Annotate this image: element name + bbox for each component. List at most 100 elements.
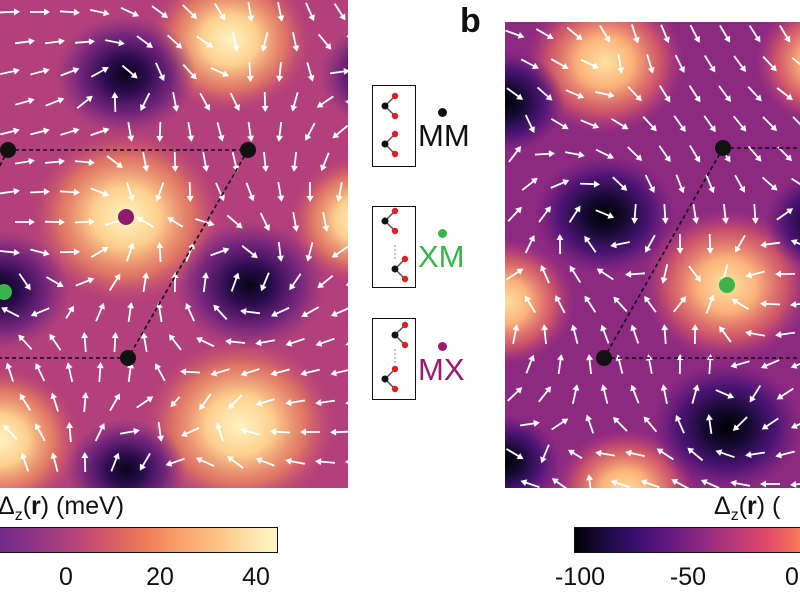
field-arrow xyxy=(661,203,669,224)
field-arrow xyxy=(240,368,260,377)
field-arrow xyxy=(136,396,154,409)
field-arrow xyxy=(277,181,285,202)
field-arrow xyxy=(30,307,50,317)
field-arrow xyxy=(760,241,781,248)
field-arrow xyxy=(551,418,569,431)
field-arrow xyxy=(81,332,89,353)
field-arrow xyxy=(792,116,800,126)
field-arrow xyxy=(155,182,165,202)
field-arrow xyxy=(703,55,716,73)
dark-region xyxy=(0,230,70,350)
field-arrow xyxy=(791,57,800,66)
field-arrow xyxy=(315,458,336,466)
unit-cell-edge xyxy=(603,147,724,359)
colorbar-a-label: Δz(r) (meV) xyxy=(0,492,125,524)
field-arrow xyxy=(317,275,334,289)
field-arrow xyxy=(585,414,595,434)
field-arrow xyxy=(600,384,609,404)
field-arrow xyxy=(333,3,346,21)
field-arrow xyxy=(95,302,105,322)
field-arrow xyxy=(216,122,225,142)
field-arrow xyxy=(81,392,89,413)
field-arrow xyxy=(660,24,670,44)
field-arrow xyxy=(658,145,671,163)
field-arrow xyxy=(625,270,646,278)
field-arrow xyxy=(676,233,684,254)
field-arrow xyxy=(790,300,800,308)
field-arrow xyxy=(627,86,642,102)
field-arrow xyxy=(155,62,165,82)
dark-region xyxy=(56,15,196,135)
field-arrow xyxy=(330,428,348,436)
field-arrow xyxy=(671,479,690,488)
field-arrow xyxy=(202,151,210,172)
field-arrow xyxy=(645,234,656,253)
field-arrow xyxy=(512,324,520,344)
field-arrow xyxy=(127,121,135,142)
field-arrow xyxy=(761,417,779,430)
field-arrow xyxy=(660,384,668,404)
field-arrow xyxy=(50,452,59,472)
xm-stacking-icon xyxy=(381,207,409,283)
dark-region xyxy=(320,31,348,119)
field-arrow xyxy=(762,56,777,72)
field-arrow xyxy=(535,28,554,40)
field-arrow xyxy=(59,188,80,196)
field-arrow xyxy=(260,272,270,292)
field-arrow xyxy=(14,38,35,45)
hot-region xyxy=(525,22,685,134)
field-arrow xyxy=(111,92,119,113)
field-arrow xyxy=(180,427,200,437)
field-arrow xyxy=(44,38,65,45)
field-arrow xyxy=(202,272,209,293)
field-arrow xyxy=(345,460,348,464)
field-arrow xyxy=(142,152,150,172)
field-arrow xyxy=(617,53,625,74)
dark-region xyxy=(505,51,565,153)
field-arrow xyxy=(730,360,750,369)
field-arrow xyxy=(292,211,300,232)
field-arrow xyxy=(519,419,540,427)
field-arrow xyxy=(627,146,643,161)
field-arrow xyxy=(612,416,628,432)
field-arrow xyxy=(538,205,551,223)
mm-site-marker xyxy=(120,350,136,366)
field-arrow xyxy=(155,302,163,323)
field-arrow xyxy=(508,146,522,163)
legend-mm-dot xyxy=(438,108,447,117)
field-arrow xyxy=(139,452,151,471)
field-arrow xyxy=(705,174,715,194)
field-arrow xyxy=(240,427,260,436)
field-arrow xyxy=(565,89,585,99)
colorbar-a-unit: (meV) xyxy=(56,492,125,520)
xm-site-marker xyxy=(719,277,735,293)
field-arrow xyxy=(285,399,306,407)
field-arrow xyxy=(247,1,255,22)
field-arrow xyxy=(745,451,766,459)
field-arrow xyxy=(644,174,655,194)
field-arrow xyxy=(660,264,669,284)
field-arrow xyxy=(45,276,64,288)
field-arrow xyxy=(215,422,225,442)
field-arrow xyxy=(747,145,762,162)
mm-site-marker xyxy=(240,142,256,158)
field-arrow xyxy=(240,308,261,315)
field-arrow xyxy=(345,99,348,104)
mm-site-marker xyxy=(0,142,16,158)
field-arrow xyxy=(599,24,611,43)
field-arrow xyxy=(259,212,270,232)
field-arrow xyxy=(719,24,731,43)
field-arrow xyxy=(45,97,65,107)
mx-site-marker xyxy=(118,209,134,225)
field-arrow xyxy=(595,449,616,457)
field-arrow xyxy=(30,67,50,76)
field-arrow xyxy=(0,67,20,75)
field-arrow xyxy=(106,155,123,169)
field-arrow xyxy=(246,61,254,82)
field-arrow xyxy=(20,452,30,472)
field-arrow xyxy=(688,85,701,103)
field-arrow xyxy=(658,85,671,103)
field-arrow xyxy=(584,295,597,313)
field-arrow xyxy=(691,324,699,345)
field-arrow xyxy=(305,242,314,262)
